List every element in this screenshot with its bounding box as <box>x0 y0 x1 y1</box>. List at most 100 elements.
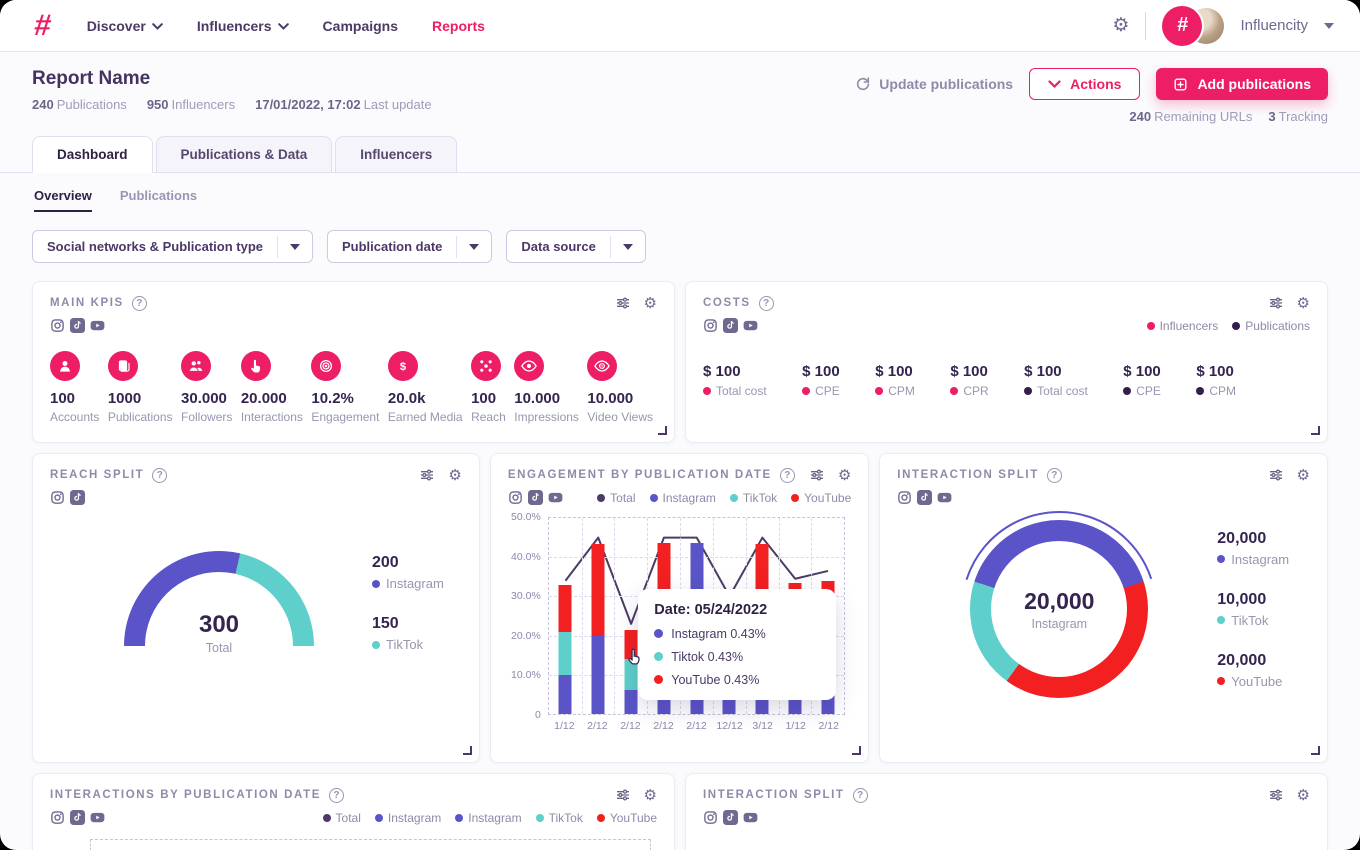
instagram-icon[interactable] <box>703 810 718 825</box>
stat-remaining-urls: 240 Remaining URLs <box>1129 109 1253 124</box>
filter-dropdown[interactable]: Social networks & Publication type <box>32 230 313 263</box>
legend-item-tiktok: 10,000 TikTok <box>1217 590 1269 628</box>
card-settings-icon[interactable]: ⚙ <box>1296 786 1310 804</box>
youtube-icon[interactable] <box>90 318 105 333</box>
navbar-right: ⚙ # Influencity <box>1112 5 1334 46</box>
followers-icon <box>181 351 212 381</box>
costs-row: $ 100 Total cost $ 100 CPE $ 100 CPM $ 100 CPR $… <box>703 363 1310 398</box>
card-interaction-split-2: INTERACTION SPLIT ? ⚙ <box>685 773 1328 850</box>
account-avatar[interactable]: # <box>1162 5 1225 46</box>
x-tick: 2/12 <box>818 720 839 732</box>
subtab-publications[interactable]: Publications <box>119 188 198 203</box>
tiktok-icon[interactable] <box>70 810 85 825</box>
card-title: MAIN KPIS <box>50 297 124 309</box>
filter-sliders-icon[interactable] <box>615 295 631 311</box>
influencity-logo[interactable]: # <box>32 8 53 42</box>
youtube-icon[interactable] <box>937 490 952 505</box>
filter-sliders-icon[interactable] <box>1268 467 1284 483</box>
card-settings-icon[interactable]: ⚙ <box>1296 466 1310 484</box>
interaction-donut-chart[interactable]: 20,000 Instagram <box>959 509 1159 709</box>
nav-item-influencers[interactable]: Influencers <box>197 18 289 34</box>
tiktok-icon[interactable] <box>70 490 85 505</box>
nav-item-reports[interactable]: Reports <box>432 17 485 34</box>
instagram-icon[interactable] <box>50 490 65 505</box>
youtube-icon[interactable] <box>90 810 105 825</box>
tiktok-icon[interactable] <box>917 490 933 505</box>
card-title: ENGAGEMENT BY PUBLICATION DATE <box>507 469 772 481</box>
filter-sliders-icon[interactable] <box>809 467 825 483</box>
x-tick: 1/12 <box>785 720 806 732</box>
y-tick: 30.0% <box>511 590 541 603</box>
card-settings-icon[interactable]: ⚙ <box>1296 294 1310 312</box>
person-icon <box>50 351 80 381</box>
help-icon[interactable]: ? <box>328 787 344 803</box>
add-publications-button[interactable]: Add publications <box>1156 68 1328 100</box>
youtube-icon[interactable] <box>743 810 758 825</box>
tiktok-icon[interactable] <box>723 810 738 825</box>
help-icon[interactable]: ? <box>779 467 795 483</box>
instagram-icon[interactable] <box>897 490 912 505</box>
update-publications-button[interactable]: Update publications <box>855 76 1013 92</box>
help-icon[interactable]: ? <box>758 295 774 311</box>
instagram-icon[interactable] <box>50 318 65 333</box>
tiktok-icon[interactable] <box>527 490 543 505</box>
tab-dashboard[interactable]: Dashboard <box>32 136 153 173</box>
gauge-total-value: 300 <box>198 611 240 638</box>
instagram-icon[interactable] <box>703 318 718 333</box>
top-navbar: # Discover Influencers Campaigns Reports ⚙ … <box>0 0 1360 52</box>
chart-plot-partial <box>90 839 651 850</box>
svg-text:$: $ <box>400 361 407 373</box>
tiktok-icon[interactable] <box>70 318 85 333</box>
subtab-overview[interactable]: Overview <box>34 188 92 212</box>
card-settings-icon[interactable]: ⚙ <box>643 786 657 804</box>
card-settings-icon[interactable]: ⚙ <box>448 466 462 484</box>
instagram-icon[interactable] <box>50 810 65 825</box>
help-icon[interactable]: ? <box>852 787 868 803</box>
card-settings-icon[interactable]: ⚙ <box>643 294 657 312</box>
filter-dropdown[interactable]: Publication date <box>327 230 493 263</box>
filter-sliders-icon[interactable] <box>419 467 435 483</box>
bar-segment-tiktok <box>624 659 638 691</box>
cursor-hand-icon <box>624 646 646 668</box>
network-icon <box>471 351 502 381</box>
youtube-icon[interactable] <box>548 490 563 505</box>
settings-gear-icon[interactable]: ⚙ <box>1112 15 1130 36</box>
card-settings-icon[interactable]: ⚙ <box>837 466 852 484</box>
network-filter-icons <box>50 318 105 333</box>
tiktok-icon[interactable] <box>723 318 738 333</box>
kpi-accounts: 100 Accounts <box>50 351 99 424</box>
youtube-icon[interactable] <box>743 318 758 333</box>
filter-dropdown[interactable]: Data source <box>506 230 646 263</box>
x-tick: 2/12 <box>686 720 707 732</box>
legend-item-instagram: Instagram <box>374 811 441 825</box>
tab-influencers[interactable]: Influencers <box>335 136 458 172</box>
filter-sliders-icon[interactable] <box>615 787 631 803</box>
legend-item-tiktok: TikTok <box>729 491 777 505</box>
y-tick: 40.0% <box>511 550 541 563</box>
actions-button[interactable]: Actions <box>1029 68 1141 100</box>
main-nav: Discover Influencers Campaigns Reports <box>87 18 485 34</box>
nav-item-campaigns[interactable]: Campaigns <box>322 17 399 34</box>
card-engagement-by-date: ENGAGEMENT BY PUBLICATION DATE ? ⚙ Total… <box>489 453 870 763</box>
nav-item-discover[interactable]: Discover <box>87 18 163 34</box>
tab-publications-data[interactable]: Publications & Data <box>155 136 333 172</box>
bar-segment-instagram <box>558 674 572 714</box>
card-main-kpis: MAIN KPIS ? ⚙ 100 Accounts 1000 Publication… <box>32 281 675 443</box>
chevron-down-icon[interactable] <box>1324 22 1334 29</box>
engagement-chart-plot[interactable]: Date: 05/24/2022 Instagram 0.43% Tiktok 0… <box>547 517 846 715</box>
help-icon[interactable]: ? <box>131 295 147 311</box>
tracking-stats: 240 Remaining URLs 3 Tracking <box>1129 109 1328 124</box>
cost-item-cpe: $ 100 CPE <box>1123 363 1161 398</box>
help-icon[interactable]: ? <box>1046 467 1062 483</box>
x-tick: 12/12 <box>716 720 743 732</box>
tooltip-row-instagram: Instagram 0.43% <box>654 627 820 641</box>
publication-icon <box>107 351 138 381</box>
instagram-icon[interactable] <box>508 490 523 505</box>
filter-sliders-icon[interactable] <box>1268 787 1284 803</box>
filter-sliders-icon[interactable] <box>1268 295 1284 311</box>
account-name[interactable]: Influencity <box>1240 17 1308 34</box>
help-icon[interactable]: ? <box>152 467 168 483</box>
legend-item-youtube: YouTube <box>791 491 851 505</box>
reach-gauge-chart[interactable]: 300 Total <box>124 551 314 655</box>
